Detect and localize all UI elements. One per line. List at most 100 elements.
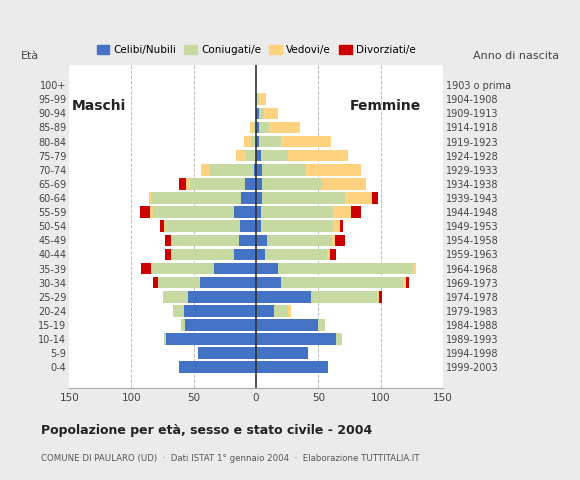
Bar xyxy=(165,235,171,246)
Bar xyxy=(158,277,200,288)
Bar xyxy=(261,220,334,232)
Bar xyxy=(246,150,256,161)
Bar xyxy=(413,263,415,274)
Bar xyxy=(179,178,186,190)
Text: Popolazione per età, sesso e stato civile - 2004: Popolazione per età, sesso e stato civil… xyxy=(41,424,372,437)
Bar xyxy=(372,192,378,204)
Bar xyxy=(200,277,256,288)
Bar xyxy=(250,121,253,133)
Bar xyxy=(334,220,339,232)
Bar xyxy=(262,178,322,190)
Bar xyxy=(339,220,343,232)
Bar xyxy=(327,249,329,260)
Bar xyxy=(245,178,256,190)
Bar xyxy=(201,164,210,176)
Bar xyxy=(405,277,409,288)
Bar xyxy=(256,220,261,232)
Text: Anno di nascita: Anno di nascita xyxy=(473,51,559,61)
Bar xyxy=(262,192,345,204)
Bar xyxy=(253,121,256,133)
Bar xyxy=(256,178,262,190)
Bar xyxy=(185,319,256,331)
Bar xyxy=(171,235,238,246)
Bar xyxy=(210,164,253,176)
Bar xyxy=(274,305,288,317)
Bar xyxy=(329,249,336,260)
Bar xyxy=(244,136,251,147)
Bar xyxy=(153,206,234,218)
Bar xyxy=(150,206,153,218)
Legend: Celibi/Nubili, Coniugati/e, Vedovi/e, Divorziati/e: Celibi/Nubili, Coniugati/e, Vedovi/e, Di… xyxy=(92,41,420,59)
Bar xyxy=(140,206,150,218)
Bar xyxy=(198,348,256,359)
Bar xyxy=(238,235,256,246)
Bar xyxy=(256,319,318,331)
Bar xyxy=(261,206,334,218)
Bar xyxy=(251,136,256,147)
Bar xyxy=(256,94,259,105)
Bar xyxy=(164,220,165,232)
Bar xyxy=(240,220,256,232)
Bar xyxy=(187,291,256,302)
Bar xyxy=(253,164,256,176)
Bar xyxy=(259,121,269,133)
Bar xyxy=(153,277,158,288)
Bar xyxy=(281,136,331,147)
Bar xyxy=(256,348,309,359)
Bar xyxy=(336,333,342,345)
Bar xyxy=(142,263,151,274)
Bar xyxy=(256,206,261,218)
Bar xyxy=(165,220,240,232)
Bar xyxy=(256,333,336,345)
Bar xyxy=(151,263,213,274)
Bar xyxy=(318,319,325,331)
Bar xyxy=(281,277,403,288)
Bar xyxy=(288,305,291,317)
Bar xyxy=(269,121,300,133)
Text: Età: Età xyxy=(21,51,39,61)
Bar xyxy=(306,164,361,176)
Bar xyxy=(166,333,256,345)
Bar xyxy=(288,150,348,161)
Bar xyxy=(403,277,405,288)
Bar xyxy=(165,249,171,260)
Bar xyxy=(234,206,256,218)
Bar xyxy=(262,164,306,176)
Bar xyxy=(256,164,262,176)
Bar xyxy=(236,150,246,161)
Bar xyxy=(256,192,262,204)
Bar xyxy=(256,361,328,373)
Bar xyxy=(256,277,281,288)
Bar xyxy=(265,249,327,260)
Bar xyxy=(184,305,256,317)
Bar xyxy=(259,94,266,105)
Bar xyxy=(311,291,377,302)
Bar xyxy=(256,136,259,147)
Bar xyxy=(332,235,335,246)
Bar xyxy=(256,305,274,317)
Bar xyxy=(334,206,351,218)
Bar xyxy=(173,305,184,317)
Bar xyxy=(256,108,259,119)
Bar xyxy=(179,361,256,373)
Text: Maschi: Maschi xyxy=(72,99,126,113)
Bar xyxy=(267,235,332,246)
Bar xyxy=(351,206,361,218)
Bar xyxy=(259,136,281,147)
Bar xyxy=(256,150,261,161)
Bar xyxy=(151,192,241,204)
Bar xyxy=(213,263,256,274)
Bar xyxy=(164,333,166,345)
Bar xyxy=(335,235,345,246)
Bar xyxy=(160,220,164,232)
Bar xyxy=(263,108,278,119)
Bar xyxy=(182,319,185,331)
Bar xyxy=(256,121,259,133)
Bar xyxy=(322,178,365,190)
Bar xyxy=(186,178,190,190)
Bar xyxy=(259,108,263,119)
Bar xyxy=(162,291,187,302)
Bar xyxy=(256,235,267,246)
Bar xyxy=(171,249,234,260)
Bar xyxy=(278,263,413,274)
